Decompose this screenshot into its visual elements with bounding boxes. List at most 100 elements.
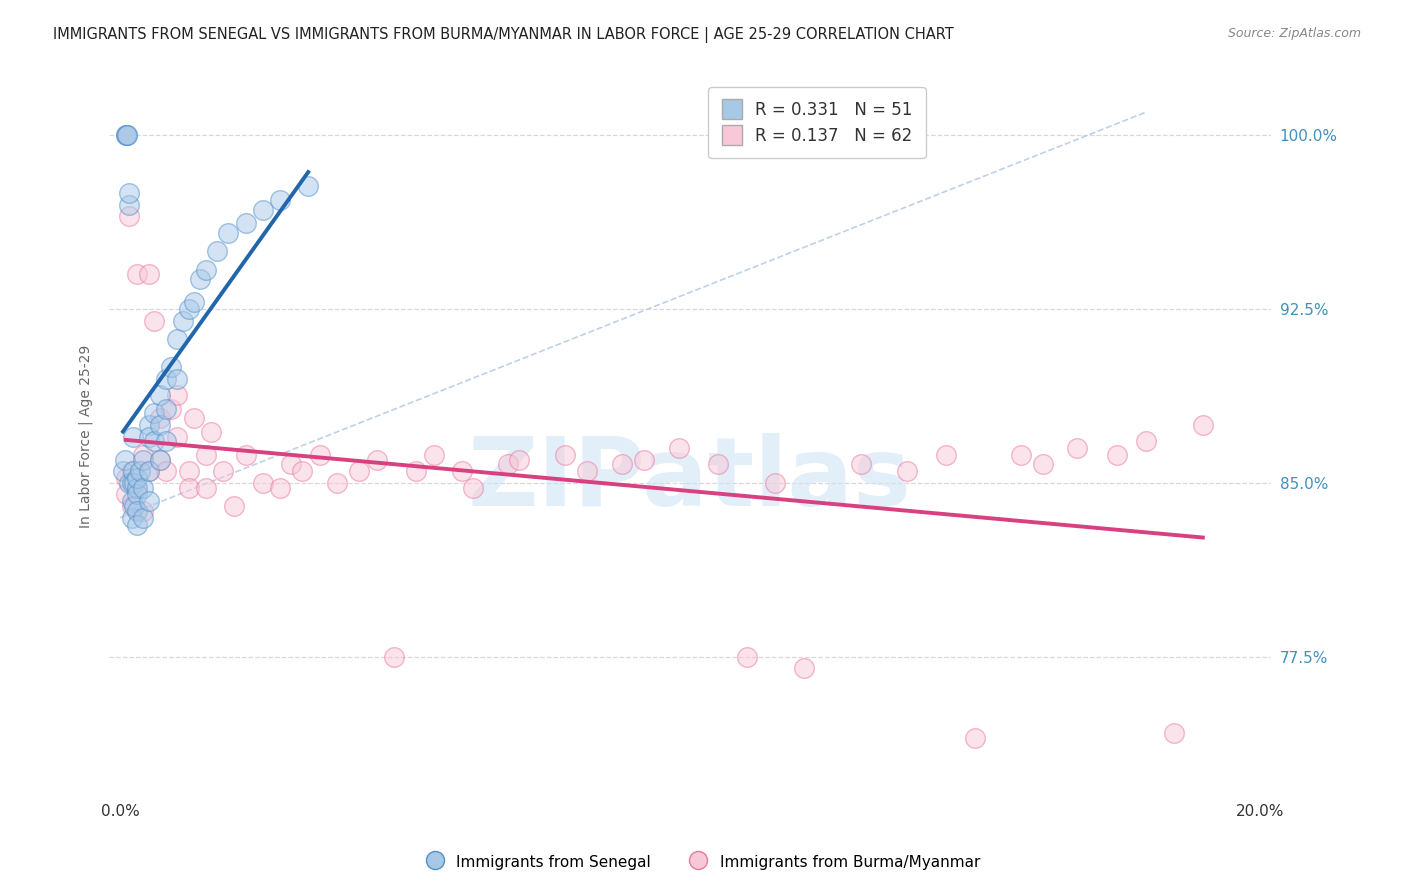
- Point: [115, 128, 138, 143]
- Point: [297, 179, 319, 194]
- Point: [127, 487, 149, 501]
- Point: [349, 464, 371, 478]
- Point: [280, 458, 302, 472]
- Point: [633, 452, 655, 467]
- Point: [115, 487, 138, 501]
- Point: [793, 661, 815, 675]
- Point: [132, 504, 155, 518]
- Point: [115, 128, 138, 143]
- Point: [224, 499, 246, 513]
- Point: [149, 411, 172, 425]
- Point: [177, 302, 200, 317]
- Point: [177, 464, 200, 478]
- Point: [121, 475, 143, 490]
- Point: [205, 244, 228, 259]
- Point: [451, 464, 474, 478]
- Point: [166, 388, 188, 402]
- Point: [422, 448, 444, 462]
- Point: [366, 452, 388, 467]
- Point: [576, 464, 599, 478]
- Point: [235, 448, 257, 462]
- Point: [1032, 458, 1054, 472]
- Point: [160, 359, 183, 374]
- Point: [121, 464, 143, 478]
- Point: [127, 504, 149, 518]
- Point: [269, 481, 291, 495]
- Point: [1163, 726, 1185, 740]
- Point: [849, 458, 872, 472]
- Point: [127, 471, 149, 485]
- Text: ZIPatlas: ZIPatlas: [468, 434, 912, 526]
- Point: [138, 464, 160, 478]
- Point: [138, 417, 160, 432]
- Point: [765, 475, 787, 490]
- Legend: Immigrants from Senegal, Immigrants from Burma/Myanmar: Immigrants from Senegal, Immigrants from…: [419, 847, 987, 877]
- Point: [177, 481, 200, 495]
- Point: [155, 371, 177, 385]
- Point: [149, 388, 172, 402]
- Point: [382, 649, 405, 664]
- Point: [188, 272, 211, 286]
- Point: [1010, 448, 1032, 462]
- Point: [127, 517, 149, 532]
- Point: [252, 202, 274, 217]
- Point: [735, 649, 758, 664]
- Point: [308, 448, 330, 462]
- Point: [508, 452, 530, 467]
- Y-axis label: In Labor Force | Age 25-29: In Labor Force | Age 25-29: [79, 345, 93, 528]
- Point: [155, 401, 177, 416]
- Point: [183, 411, 205, 425]
- Point: [155, 464, 177, 478]
- Text: Source: ZipAtlas.com: Source: ZipAtlas.com: [1227, 27, 1361, 40]
- Legend: R = 0.331   N = 51, R = 0.137   N = 62: R = 0.331 N = 51, R = 0.137 N = 62: [709, 87, 925, 158]
- Point: [115, 128, 138, 143]
- Point: [194, 262, 217, 277]
- Point: [132, 481, 155, 495]
- Point: [291, 464, 314, 478]
- Point: [143, 406, 166, 420]
- Point: [124, 475, 146, 490]
- Point: [668, 441, 690, 455]
- Point: [115, 471, 138, 485]
- Point: [127, 268, 149, 282]
- Point: [143, 314, 166, 328]
- Point: [127, 481, 149, 495]
- Point: [554, 448, 576, 462]
- Point: [172, 314, 194, 328]
- Point: [707, 458, 730, 472]
- Point: [143, 434, 166, 449]
- Point: [325, 475, 347, 490]
- Point: [269, 193, 291, 207]
- Point: [211, 464, 233, 478]
- Point: [166, 371, 188, 385]
- Point: [896, 464, 918, 478]
- Point: [121, 494, 143, 508]
- Point: [1192, 417, 1215, 432]
- Point: [118, 198, 141, 212]
- Point: [138, 429, 160, 443]
- Point: [114, 452, 136, 467]
- Point: [121, 499, 143, 513]
- Point: [405, 464, 427, 478]
- Point: [166, 429, 188, 443]
- Point: [160, 401, 183, 416]
- Point: [166, 332, 188, 346]
- Point: [132, 448, 155, 462]
- Point: [121, 429, 143, 443]
- Point: [124, 499, 146, 513]
- Point: [138, 268, 160, 282]
- Text: IMMIGRANTS FROM SENEGAL VS IMMIGRANTS FROM BURMA/MYANMAR IN LABOR FORCE | AGE 25: IMMIGRANTS FROM SENEGAL VS IMMIGRANTS FR…: [53, 27, 955, 43]
- Point: [127, 481, 149, 495]
- Point: [496, 458, 519, 472]
- Point: [132, 510, 155, 524]
- Point: [118, 210, 141, 224]
- Point: [194, 481, 217, 495]
- Point: [138, 464, 160, 478]
- Point: [138, 494, 160, 508]
- Point: [935, 448, 957, 462]
- Point: [118, 186, 141, 201]
- Point: [1107, 448, 1129, 462]
- Point: [118, 475, 141, 490]
- Point: [132, 452, 155, 467]
- Point: [129, 464, 152, 478]
